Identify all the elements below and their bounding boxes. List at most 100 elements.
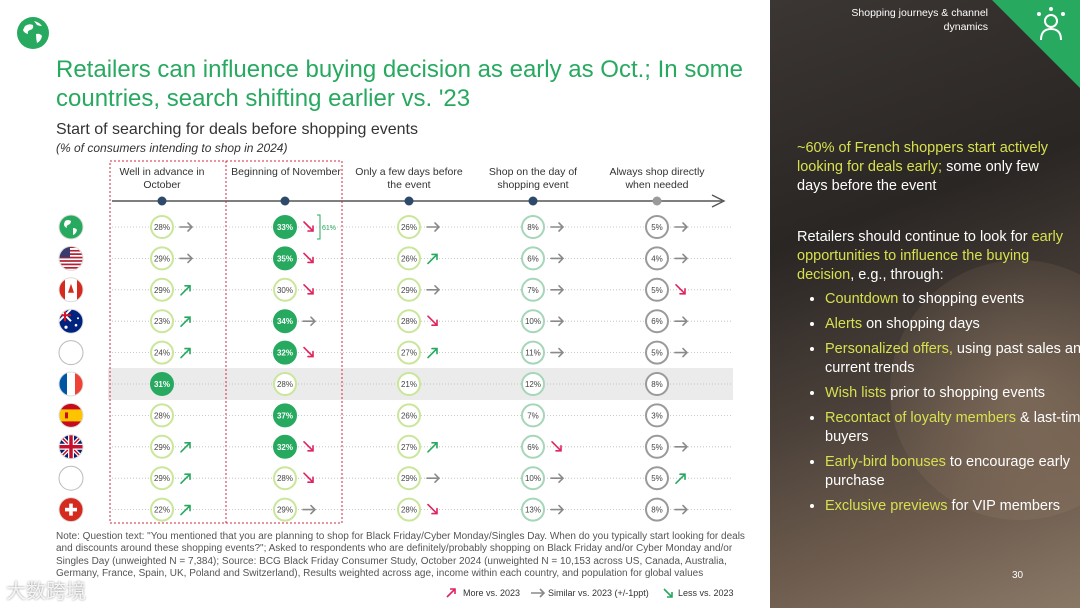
value-bubble [150, 309, 174, 334]
value-label: 6% [527, 443, 539, 452]
value-label: 27% [401, 443, 417, 452]
less-trend-arrow [303, 346, 314, 358]
legend-more: More vs. 2023 [463, 588, 521, 598]
chart-subtitle: (% of consumers intending to shop in 202… [56, 141, 288, 155]
column-header-day-of: Shop on the day of shopping event [488, 166, 578, 191]
tactic-item: Wish lists prior to shopping events [825, 384, 1080, 403]
bracket [317, 214, 321, 240]
value-label: 10% [525, 317, 541, 326]
value-label: 8% [651, 506, 663, 515]
tactics-list: Countdown to shopping events Alerts on sh… [803, 290, 1080, 522]
timeline-dot [652, 196, 662, 206]
chart-title: Start of searching for deals before shop… [56, 121, 418, 138]
insight-panel: Shopping journeys & channel dynamics [770, 0, 1080, 608]
value-bubble [273, 372, 297, 396]
similar-trend-arrow [179, 222, 194, 232]
value-bubble [521, 372, 545, 396]
value-label: 29% [154, 474, 170, 483]
value-label: 5% [651, 443, 663, 452]
value-label: 28% [154, 223, 170, 232]
value-bubble [521, 340, 545, 365]
value-label: 29% [154, 254, 170, 263]
similar-trend-arrow [426, 222, 441, 232]
chart-area: Retailers can influence buying decision … [6, 17, 745, 603]
bracket-label: 61% [322, 225, 336, 232]
value-bubble [273, 215, 297, 239]
corner-badge [992, 0, 1080, 88]
similar-trend-arrow [179, 253, 194, 264]
value-label: 6% [651, 317, 663, 326]
value-label: 21% [401, 380, 417, 389]
blank-flag-icon [58, 340, 84, 366]
less-trend-arrow [303, 472, 314, 483]
value-bubble [645, 372, 669, 396]
value-label: 32% [277, 443, 293, 452]
value-bubble [521, 215, 545, 239]
value-label: 7% [527, 286, 539, 295]
more-trend-arrow [180, 285, 191, 296]
value-label: 13% [525, 506, 541, 515]
similar-trend-arrow [674, 442, 689, 452]
tactic-item: Exclusive previews for VIP members [825, 497, 1080, 516]
switzerland-flag-icon [58, 497, 84, 523]
similar-trend-arrow [674, 347, 689, 358]
tactic-item: Alerts on shopping days [825, 315, 1080, 334]
value-bubble [273, 497, 297, 522]
more-trend-arrow [180, 504, 191, 516]
similar-trend-arrow [550, 347, 565, 358]
value-bubble [150, 246, 174, 271]
legend-similar: Similar vs. 2023 (+/-1ppt) [548, 588, 649, 598]
value-label: 28% [401, 506, 417, 515]
value-bubble [397, 246, 421, 271]
more-trend-arrow [427, 347, 438, 359]
value-label: 3% [651, 411, 663, 420]
value-label: 5% [651, 349, 663, 358]
value-label: 5% [651, 474, 663, 483]
value-label: 28% [154, 411, 170, 420]
less-trend-arrow [675, 284, 686, 295]
similar-trend-arrow [674, 504, 689, 515]
value-bubble [645, 497, 669, 522]
value-bubble [645, 434, 669, 459]
less-trend-arrow [551, 441, 562, 452]
less-trend-arrow [303, 221, 314, 232]
value-label: 10% [525, 474, 541, 483]
insight-paragraph-1: ~60% of French shoppers start actively l… [797, 140, 1049, 194]
value-label: 30% [277, 286, 293, 295]
value-bubble [273, 340, 297, 365]
value-bubble [645, 466, 669, 491]
similar-trend-arrow [550, 473, 565, 483]
value-label: 33% [277, 223, 293, 232]
value-bubble [150, 277, 174, 302]
blank-flag-icon [58, 465, 84, 491]
australia-flag-icon [58, 308, 84, 334]
more-trend-arrow [675, 473, 686, 484]
value-bubble [645, 340, 669, 365]
more-trend-arrow [180, 316, 191, 327]
value-label: 7% [527, 411, 539, 420]
legend-less: Less vs. 2023 [678, 588, 734, 598]
insight-paragraph-2: Retailers should continue to look for ea… [797, 229, 1063, 283]
value-label: 5% [651, 286, 663, 295]
less-trend-arrow [427, 503, 438, 515]
shopper-icon [1037, 7, 1065, 41]
globe-icon [17, 17, 49, 49]
value-bubble [397, 466, 421, 491]
column-header-directly: Always shop directly when needed [609, 166, 705, 191]
tactic-item: Early-bird bonuses to encourage early pu… [825, 453, 1080, 491]
value-bubble [150, 497, 174, 522]
value-bubble [273, 246, 297, 271]
value-bubble [521, 403, 545, 428]
less-trend-arrow [303, 252, 314, 264]
timeline-dot [280, 196, 290, 206]
value-bubble [273, 403, 297, 428]
canada-flag-icon [58, 277, 84, 303]
value-bubble [645, 246, 669, 271]
timeline-dot [157, 196, 167, 206]
value-bubble [397, 277, 421, 302]
page-number: 30 [1012, 570, 1024, 581]
less-trend-arrow [303, 284, 314, 295]
value-label: 8% [527, 223, 539, 232]
value-bubble [521, 466, 545, 491]
similar-trend-arrow [550, 316, 565, 326]
